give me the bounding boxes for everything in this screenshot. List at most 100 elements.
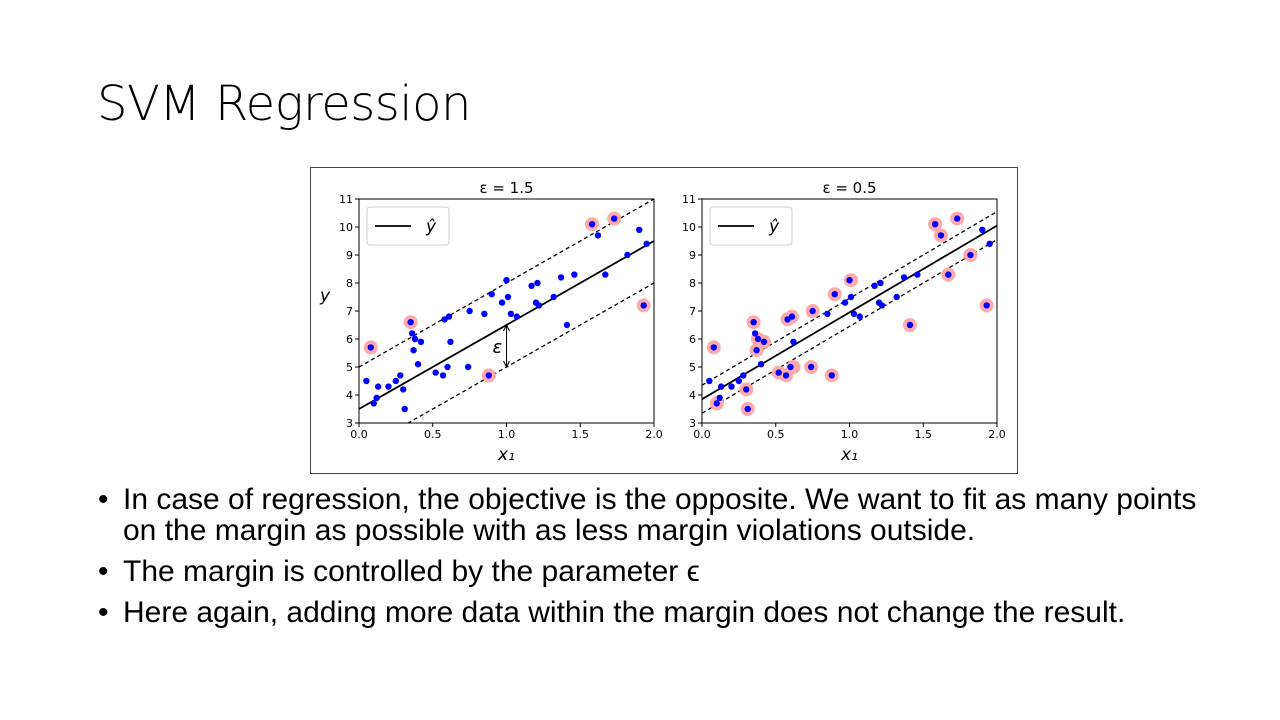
data-point: [488, 291, 495, 298]
data-point: [713, 400, 720, 407]
data-point: [735, 377, 743, 385]
data-point: [444, 363, 451, 371]
epsilon-arrow-head-top: [503, 323, 510, 332]
data-point: [831, 291, 838, 298]
bullet-glyph: •: [98, 596, 109, 629]
legend-label: ŷ: [768, 217, 780, 237]
data-point: [953, 215, 961, 222]
x-tick-label: 0.0: [350, 428, 368, 441]
data-point: [900, 274, 908, 281]
y-tick-label: 7: [346, 305, 353, 318]
data-point: [728, 383, 735, 390]
data-point: [787, 363, 794, 371]
x-tick-label: 1.0: [841, 428, 859, 441]
x-tick-label: 2.0: [988, 428, 1006, 441]
plot-area: [702, 211, 997, 416]
x-axis-label: x₁: [840, 445, 858, 465]
y-tick-label: 8: [689, 277, 696, 290]
data-point: [717, 383, 725, 390]
data-point: [408, 330, 416, 337]
data-point: [535, 302, 543, 309]
data-point: [588, 221, 596, 228]
data-point: [754, 335, 762, 343]
data-point: [807, 363, 815, 371]
data-point: [481, 310, 488, 317]
data-point: [411, 335, 419, 343]
data-point: [528, 282, 535, 289]
bullet-item: • The margin is controlled by the parame…: [98, 556, 1238, 587]
y-tick-label: 3: [346, 417, 353, 430]
chart-panel-1: ε 0.0 0.5 1.0 1.5 2.0 3 4 5 6 7 8 9 10 11 ε = 1.5 x₁ y ŷ: [319, 179, 663, 465]
figure-frame: ε 0.0 0.5 1.0 1.5 2.0 3 4 5 6 7 8 9 10 11 ε = 1.5 x₁ y ŷ 0.…: [310, 167, 1018, 474]
y-tick-label: 6: [689, 333, 696, 346]
data-point: [775, 369, 782, 376]
data-point: [373, 394, 380, 401]
data-point: [410, 347, 417, 354]
x-tick-label: 2.0: [645, 428, 663, 441]
x-axis-label: x₁: [497, 445, 515, 465]
data-point: [824, 310, 831, 317]
data-point: [828, 372, 835, 379]
data-point: [788, 313, 796, 320]
data-point: [464, 363, 472, 371]
data-point: [503, 277, 510, 284]
data-point: [751, 330, 759, 337]
data-point: [534, 279, 541, 287]
data-point: [392, 377, 400, 385]
data-point: [937, 232, 945, 239]
data-point: [571, 271, 578, 278]
y-tick-label: 5: [346, 361, 353, 374]
data-point: [498, 299, 506, 306]
x-tick-label: 0.5: [767, 428, 785, 441]
data-point: [878, 302, 886, 309]
data-point: [983, 302, 990, 309]
bullet-glyph: •: [98, 555, 109, 588]
data-point: [363, 377, 370, 385]
data-point: [716, 394, 723, 401]
data-point: [706, 377, 713, 385]
data-point: [931, 221, 939, 228]
data-point: [710, 344, 717, 351]
data-point: [397, 372, 404, 379]
data-point: [906, 321, 914, 329]
data-point: [809, 307, 816, 315]
x-tick-label: 0.0: [693, 428, 711, 441]
data-point: [850, 310, 858, 317]
data-point: [447, 338, 454, 345]
y-tick-label: 5: [689, 361, 696, 374]
data-point: [432, 369, 439, 376]
y-tick-label: 3: [689, 417, 696, 430]
y-tick-label: 11: [682, 193, 696, 206]
margin-lower-line: [702, 239, 997, 414]
data-point: [550, 293, 557, 301]
epsilon-arrow-head-bottom: [503, 360, 510, 369]
data-point: [602, 271, 609, 278]
regression-line: [702, 224, 997, 400]
data-point: [877, 279, 884, 287]
data-point: [914, 271, 921, 278]
data-point: [513, 313, 521, 320]
data-point: [979, 226, 986, 233]
chart-panel-2: 0.0 0.5 1.0 1.5 2.0 3 4 5 6 7 8 9 10 11 ε = 0.5 x₁ ŷ: [682, 179, 1006, 465]
data-point: [757, 361, 765, 368]
data-point: [743, 386, 750, 393]
x-tick-label: 1.5: [572, 428, 590, 441]
y-axis-label: y: [319, 286, 331, 306]
y-tick-label: 10: [339, 221, 353, 234]
bullet-text: Here again, adding more data within the …: [123, 596, 1126, 629]
data-point: [967, 251, 974, 259]
data-point: [466, 307, 473, 315]
data-point: [636, 226, 643, 233]
data-point: [417, 338, 425, 345]
plot-area: ε: [359, 199, 654, 423]
data-point: [782, 372, 790, 379]
slide-title: SVM Regression: [97, 76, 471, 132]
data-point: [986, 240, 993, 247]
data-point: [439, 372, 447, 379]
y-tick-label: 10: [682, 221, 696, 234]
data-point: [563, 321, 571, 329]
bullet-list: • In case of regression, the objective i…: [98, 484, 1238, 638]
data-point: [945, 271, 952, 278]
data-point: [370, 400, 377, 407]
data-point: [507, 310, 515, 317]
